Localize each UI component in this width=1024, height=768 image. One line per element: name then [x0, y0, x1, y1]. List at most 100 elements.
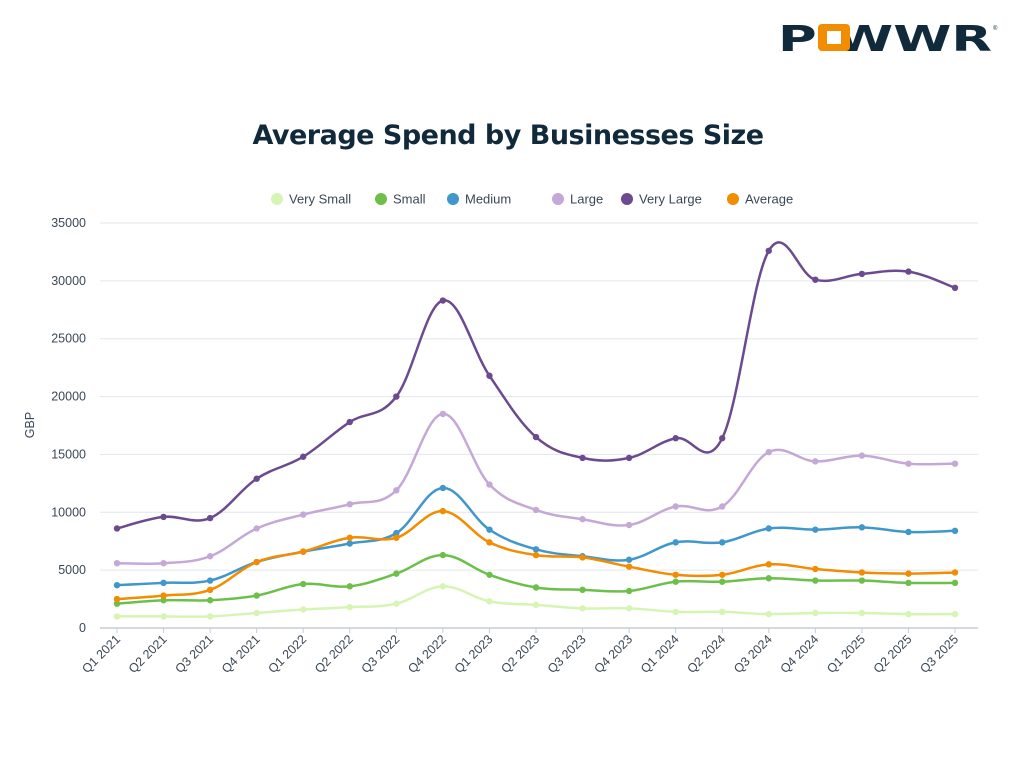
data-point	[765, 247, 772, 254]
x-tick-label: Q1 2021	[79, 632, 123, 676]
data-point	[765, 448, 772, 456]
data-point	[672, 571, 679, 578]
svg-text:®: ®	[993, 25, 998, 32]
data-point	[532, 433, 540, 441]
data-point	[951, 579, 959, 587]
data-point	[346, 534, 353, 541]
svg-text:P WWR: P WWR	[778, 20, 992, 54]
legend-item[interactable]: Very Large	[639, 192, 702, 207]
data-point	[160, 513, 167, 521]
data-point	[439, 583, 447, 590]
data-point	[113, 595, 121, 603]
data-point	[858, 452, 866, 459]
data-point	[625, 556, 633, 563]
data-point	[858, 524, 866, 531]
data-point	[113, 560, 121, 567]
data-point	[253, 525, 260, 532]
data-point	[346, 583, 353, 590]
data-point	[253, 592, 260, 599]
data-point	[346, 540, 353, 547]
data-point	[579, 554, 586, 561]
data-point	[951, 527, 959, 534]
data-point	[486, 481, 493, 488]
y-tick-label: 5000	[58, 563, 86, 577]
x-tick-label: Q2 2023	[498, 632, 542, 676]
powwr-logo: P WWR ®	[778, 19, 998, 60]
x-tick-label: Q1 2024	[638, 632, 682, 676]
x-tick-label: Q1 2025	[824, 632, 868, 676]
data-point	[486, 372, 493, 379]
data-point	[393, 570, 400, 577]
data-point	[206, 597, 214, 604]
data-point	[719, 435, 726, 442]
data-point	[765, 610, 772, 618]
data-point	[765, 561, 772, 568]
data-point	[672, 539, 679, 546]
data-point	[719, 608, 726, 615]
data-point	[579, 516, 586, 523]
series-line-very-small	[117, 585, 956, 618]
x-tick-label: Q3 2021	[172, 632, 216, 676]
data-point	[905, 610, 912, 618]
data-point	[951, 284, 959, 291]
data-point	[160, 560, 167, 567]
data-point	[393, 487, 400, 494]
x-tick-label: Q4 2024	[778, 632, 822, 676]
y-tick-label: 15000	[51, 447, 86, 461]
x-tick-label: Q2 2024	[685, 632, 729, 676]
data-point	[579, 605, 586, 612]
data-point	[346, 418, 353, 426]
legend-item[interactable]: Very Small	[289, 192, 351, 207]
data-point	[625, 605, 633, 612]
legend-marker	[621, 193, 633, 205]
data-point	[253, 558, 260, 566]
data-point	[625, 563, 633, 570]
data-point	[672, 608, 679, 615]
x-tick-label: Q4 2023	[591, 632, 635, 676]
data-point	[160, 592, 167, 599]
legend-item[interactable]: Medium	[465, 192, 511, 207]
data-point	[300, 580, 307, 588]
x-tick-label: Q4 2021	[219, 632, 263, 676]
data-point	[532, 584, 540, 591]
y-tick-label: 20000	[51, 390, 86, 404]
legend-item[interactable]: Small	[393, 192, 426, 207]
x-tick-label: Q2 2022	[312, 632, 356, 676]
x-tick-label: Q4 2022	[405, 632, 449, 676]
data-point	[951, 460, 959, 467]
data-point	[206, 613, 214, 620]
data-point	[858, 270, 866, 278]
data-point	[719, 578, 726, 585]
data-point	[160, 613, 167, 620]
y-tick-label: 25000	[51, 332, 86, 346]
data-point	[951, 569, 959, 576]
data-point	[206, 577, 214, 584]
data-point	[765, 575, 772, 582]
series-line-small	[116, 553, 956, 605]
data-point	[486, 539, 493, 546]
data-point	[905, 570, 912, 577]
legend-item[interactable]: Large	[570, 192, 603, 207]
data-point	[439, 507, 447, 515]
data-point	[160, 597, 167, 604]
data-point	[905, 460, 912, 467]
data-point	[625, 454, 633, 462]
data-point	[206, 553, 214, 560]
data-point	[253, 475, 260, 482]
x-tick-label: Q2 2025	[871, 632, 915, 676]
y-tick-label: 0	[79, 621, 86, 635]
legend-item[interactable]: Average	[745, 192, 793, 207]
data-point	[765, 525, 772, 532]
legend-marker	[375, 193, 387, 205]
data-point	[393, 600, 400, 607]
data-point	[532, 551, 540, 559]
data-point	[719, 503, 726, 510]
legend-marker	[727, 193, 739, 205]
data-point	[160, 579, 167, 587]
data-point	[393, 534, 400, 541]
data-point	[486, 598, 493, 605]
data-point	[905, 268, 912, 275]
data-point	[439, 551, 447, 559]
x-tick-label: Q1 2023	[452, 632, 496, 676]
